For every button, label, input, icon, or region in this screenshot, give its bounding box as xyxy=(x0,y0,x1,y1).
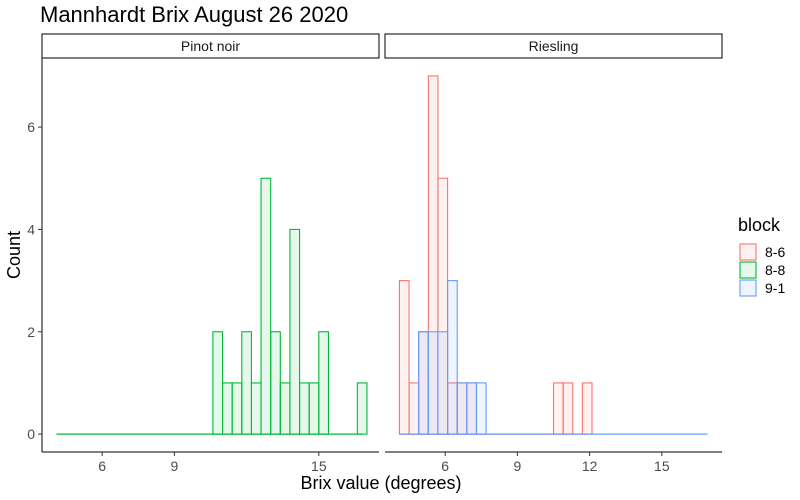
panel-pinot-noir xyxy=(56,177,368,435)
legend-key-8-6 xyxy=(739,243,757,261)
x-tick-label: 9 xyxy=(513,458,521,474)
legend-title: block xyxy=(738,215,781,235)
histogram-bar-8-6 xyxy=(408,382,420,435)
histogram-bar-9-1 xyxy=(427,331,439,435)
facet-label-pinot-noir: Pinot noir xyxy=(181,38,240,54)
y-tick-label: 4 xyxy=(27,221,35,237)
histogram-bar-8-8 xyxy=(289,228,301,435)
legend-label-8-8: 8-8 xyxy=(765,262,785,278)
panel-riesling xyxy=(398,75,708,435)
histogram-bar-8-8 xyxy=(250,382,262,435)
histogram-bar-8-6 xyxy=(562,382,574,435)
x-tick-label: 12 xyxy=(582,458,598,474)
legend-label-9-1: 9-1 xyxy=(765,280,785,296)
histogram-bar-8-8 xyxy=(279,382,291,435)
y-tick-label: 2 xyxy=(27,324,35,340)
histogram-bar-8-8 xyxy=(318,331,330,435)
histogram-bar-8-8 xyxy=(212,331,224,435)
histogram-bar-8-8 xyxy=(260,177,272,435)
legend-key-9-1 xyxy=(739,279,757,297)
histogram-bar-8-8 xyxy=(221,382,233,435)
histogram-bar-9-1 xyxy=(437,331,449,435)
histogram-bar-8-6 xyxy=(581,382,593,435)
x-tick-label: 9 xyxy=(170,458,178,474)
chart-title: Mannhardt Brix August 26 2020 xyxy=(40,2,348,27)
histogram-bar-8-6 xyxy=(552,382,564,435)
x-tick-label: 15 xyxy=(311,458,327,474)
y-tick-label: 0 xyxy=(27,426,35,442)
histogram-bar-8-8 xyxy=(231,382,243,435)
legend-label-8-6: 8-6 xyxy=(765,244,785,260)
histogram-bar-8-8 xyxy=(241,331,252,435)
facet-strip-pinot-noir xyxy=(41,33,380,59)
histogram-bar-8-8 xyxy=(308,382,320,435)
y-tick-label: 6 xyxy=(27,119,35,135)
y-axis-title: Count xyxy=(4,231,24,279)
histogram-bar-9-1 xyxy=(418,331,429,435)
x-axis-title: Brix value (degrees) xyxy=(300,473,461,493)
legend-key-8-8 xyxy=(739,261,757,279)
x-tick-label: 15 xyxy=(654,458,670,474)
histogram-bar-9-1 xyxy=(456,382,468,435)
axes: 0 2 4 6 6 9 15 6 9 12 15 xyxy=(27,58,722,474)
histogram-bar-9-1 xyxy=(466,382,478,435)
facet-label-riesling: Riesling xyxy=(529,38,579,54)
facet-strip-riesling xyxy=(384,33,723,59)
histogram-bar-8-8 xyxy=(270,331,281,435)
histogram-bar-9-1 xyxy=(475,382,487,435)
x-tick-label: 6 xyxy=(98,458,106,474)
x-tick-label: 6 xyxy=(441,458,449,474)
histogram-bar-9-1 xyxy=(447,280,458,435)
legend: block 8-6 8-8 9-1 xyxy=(738,215,785,297)
histogram-bar-8-8 xyxy=(356,382,368,435)
histogram-bar-8-6 xyxy=(398,280,410,435)
histogram-bar-8-8 xyxy=(299,382,310,435)
